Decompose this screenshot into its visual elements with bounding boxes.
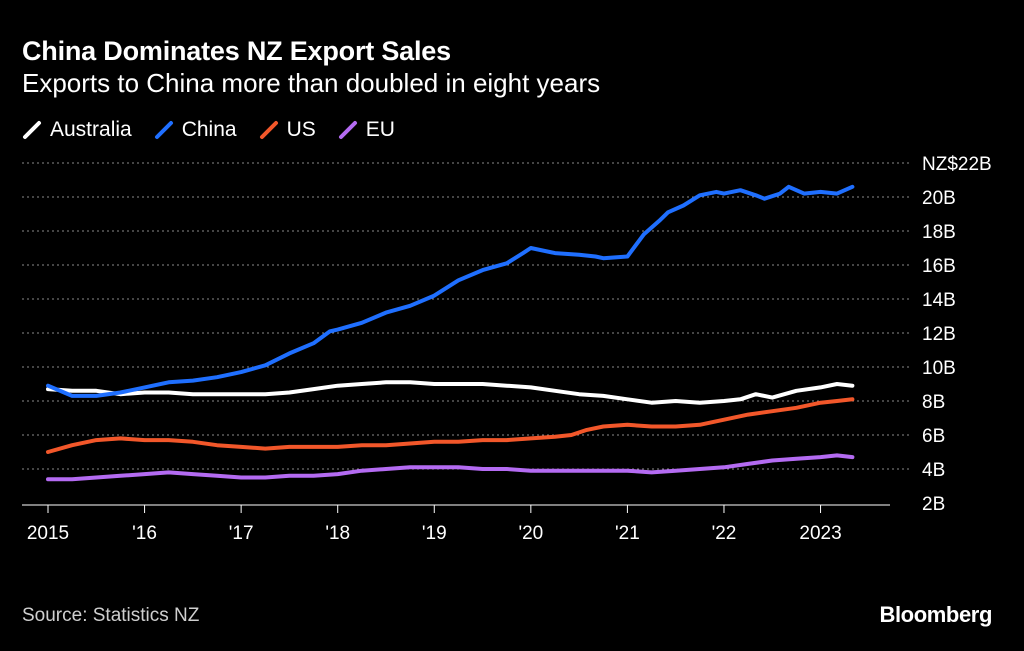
source-note: Source: Statistics NZ [22, 605, 200, 626]
legend-item-australia: Australia [22, 118, 132, 142]
legend-item-us: US [259, 118, 316, 142]
line-swatch-icon [154, 121, 173, 139]
x-tick-label-19: '19 [422, 523, 447, 544]
y-tick-label-14b: 14B [922, 290, 956, 311]
x-tick-label-2023: 2023 [799, 523, 841, 544]
x-tick-label-21: '21 [615, 523, 640, 544]
bloomberg-logo: Bloomberg [879, 602, 992, 627]
gridlines [22, 162, 910, 470]
x-tick-label-2015: 2015 [27, 523, 69, 544]
series-line-eu [46, 453, 855, 482]
legend-item-eu: EU [338, 118, 395, 142]
legend: Australia China US EU [22, 116, 417, 144]
legend-label: US [286, 118, 316, 141]
y-tick-label-6b: 6B [922, 426, 945, 447]
x-tick-label-17: '17 [229, 523, 254, 544]
y-tick-label-8b: 8B [922, 392, 945, 413]
y-tick-label-20b: 20B [922, 188, 956, 209]
series-lines [46, 184, 855, 482]
chart-title: China Dominates NZ Export Sales [22, 36, 451, 66]
y-tick-label-4b: 4B [922, 460, 945, 481]
series-line-china [46, 184, 855, 398]
x-tick-label-22: '22 [712, 523, 737, 544]
y-tick-label-10b: 10B [922, 358, 956, 379]
line-swatch-icon [338, 121, 357, 139]
legend-label: Australia [50, 118, 132, 141]
line-swatch-icon [23, 121, 41, 139]
y-tick-label-16b: 16B [922, 256, 956, 277]
y-tick-label-2b: 2B [922, 494, 945, 515]
x-tick-label-20: '20 [518, 523, 543, 544]
legend-item-china: China [154, 118, 237, 142]
x-tick-label-16: '16 [132, 523, 157, 544]
line-swatch-icon [259, 121, 278, 139]
legend-label: EU [365, 118, 395, 141]
tick-labels: NZ$22B 20B 18B 16B 14B 12B 10B 8B 6B 4B 2B 2015 '16 '… [27, 154, 992, 544]
series-line-australia [46, 380, 855, 405]
legend-label: China [181, 118, 237, 141]
chart-subtitle: Exports to China more than doubled in ei… [22, 68, 601, 98]
series-line-us [46, 397, 855, 454]
y-tick-label-nz-22b: NZ$22B [922, 154, 992, 175]
y-tick-label-18b: 18B [922, 222, 956, 243]
x-axis [22, 504, 890, 513]
x-tick-label-18: '18 [325, 523, 350, 544]
y-tick-label-12b: 12B [922, 324, 956, 345]
